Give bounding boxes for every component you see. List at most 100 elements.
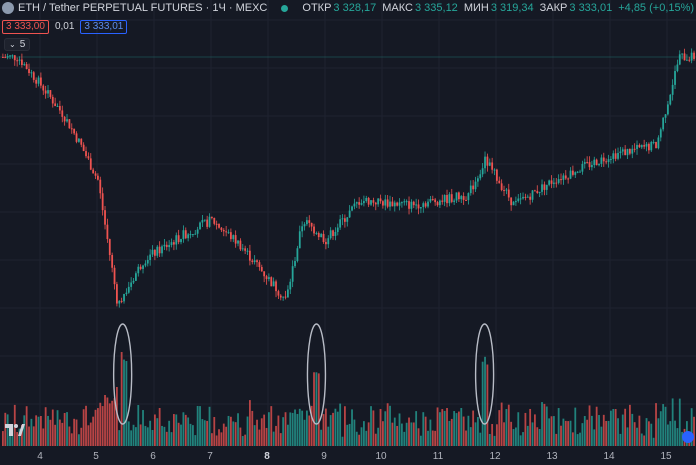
candle-body (550, 180, 553, 184)
volume-bar (467, 415, 470, 446)
candle-body (640, 145, 643, 148)
volume-bar (18, 428, 21, 446)
time-axis[interactable]: 4 5 6 7 8 9 10 11 12 13 14 15 (0, 448, 696, 465)
candle-body (118, 300, 121, 304)
volume-bar (303, 419, 306, 446)
candle-body (227, 232, 230, 234)
candle-body (344, 218, 346, 222)
volume-bar (374, 433, 377, 446)
volume-bar (548, 418, 551, 446)
candle-body (270, 277, 273, 287)
volume-bar (439, 412, 441, 446)
candle-body (199, 222, 201, 230)
candle-body (517, 198, 520, 202)
candle-body (382, 201, 384, 206)
volume-bar (605, 420, 608, 446)
sell-button[interactable]: 3 333,00 (2, 19, 49, 34)
volume-bar (460, 407, 463, 446)
candle-body (123, 294, 125, 302)
candle-body (659, 129, 662, 138)
volume-bar (99, 402, 102, 446)
open-value: 3 328,17 (333, 2, 377, 14)
volume-bar (436, 407, 439, 446)
volume-bar (346, 424, 349, 446)
volume-bar (391, 422, 394, 446)
candle-body (524, 196, 527, 198)
candle-body (424, 203, 427, 207)
volume-bar (572, 432, 574, 446)
high-value: 3 335,12 (414, 2, 458, 14)
volume-bar (505, 409, 508, 446)
volume-bar (28, 426, 30, 446)
volume-bar (327, 426, 330, 446)
symbol-title[interactable]: ETH / Tether PERPETUAL FUTURES · 1Ч · ME… (18, 2, 268, 14)
candle-body (298, 231, 301, 249)
candle-body (401, 202, 403, 204)
volume-bar (149, 420, 152, 446)
volume-bar (405, 422, 408, 446)
volume-bar (51, 409, 54, 446)
volume-bar (529, 408, 532, 446)
candle-body (638, 144, 641, 148)
candle-body (674, 71, 676, 85)
volume-bar (180, 424, 182, 446)
candle-body (137, 266, 140, 274)
volume-bar (384, 411, 387, 446)
volume-bar (465, 430, 467, 446)
volume-bar (130, 430, 133, 446)
candle-body (111, 255, 114, 268)
candle-body (408, 201, 410, 209)
indicators-toggle[interactable]: ⌄ 5 (4, 38, 31, 51)
volume-bar (531, 422, 534, 446)
candle-body (358, 202, 361, 205)
volume-bar (567, 421, 570, 446)
volume-bar (412, 422, 415, 446)
candle-body (151, 249, 154, 255)
volume-bar (23, 415, 26, 446)
volume-bar (279, 433, 282, 446)
volume-bar (557, 408, 560, 446)
candle-body (165, 244, 168, 248)
volume-bar (574, 407, 577, 446)
candle-body (671, 84, 674, 95)
candle-body (308, 220, 311, 223)
volume-bar (621, 414, 624, 446)
candle-body (417, 204, 420, 209)
volume-bar (353, 419, 356, 446)
candle-body (125, 292, 128, 295)
candle-body (325, 241, 327, 245)
candle-body (619, 151, 622, 153)
scroll-to-latest-button[interactable] (682, 431, 694, 443)
candle-body (607, 159, 610, 163)
candle-body (474, 181, 477, 190)
candle-body (427, 201, 429, 207)
time-tick: 8 (264, 451, 270, 462)
volume-bar (626, 427, 629, 446)
buy-button[interactable]: 3 333,01 (80, 19, 128, 34)
candle-body (678, 54, 681, 65)
volume-bar (232, 421, 235, 446)
tradingview-logo-icon[interactable] (5, 423, 25, 437)
volume-bar (507, 404, 510, 446)
volume-bar (237, 413, 239, 446)
candle-body (396, 202, 399, 206)
candle-body (80, 138, 83, 145)
candle-body (341, 218, 344, 220)
candle-body (415, 204, 418, 206)
candle-body (303, 224, 306, 227)
candle-body (574, 172, 577, 175)
volume-bar (127, 421, 130, 446)
volume-bar (365, 430, 368, 446)
candle-body (127, 286, 130, 293)
volume-bar (519, 435, 522, 446)
candle-body (617, 152, 619, 159)
spread-value: 0,01 (54, 21, 75, 32)
candle-body (538, 191, 541, 193)
candle-body (232, 235, 235, 240)
volume-bar (358, 434, 361, 446)
candle-body (208, 216, 211, 227)
volume-bar (54, 424, 57, 446)
candle-body (522, 196, 524, 199)
volume-bar (265, 427, 268, 446)
